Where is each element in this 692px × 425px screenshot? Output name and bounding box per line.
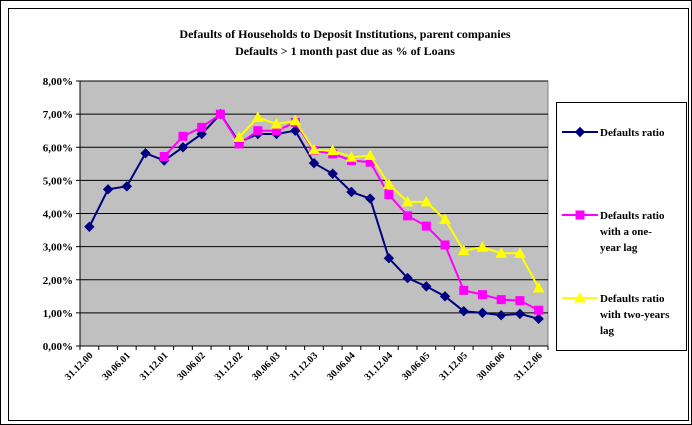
chart-subtitle: Defaults > 1 month past due as % of Loan… [235,44,455,58]
point [495,247,508,258]
legend-label: Defaults ratio with a one-year lag [600,210,665,254]
point [233,131,245,142]
point [345,151,358,162]
y-tick-label: 3,00% [43,242,73,254]
point [402,272,413,284]
point [251,111,264,122]
y-tick-label: 7,00% [43,109,73,121]
point [514,247,526,258]
point [420,195,433,207]
point [515,296,525,306]
y-tick-label: 6,00% [43,142,73,154]
point [459,285,469,295]
point [458,306,469,317]
point [421,281,432,292]
point [383,253,395,264]
point [440,240,450,250]
point [496,295,506,305]
y-tick-label: 1,00% [43,308,73,320]
point [383,178,395,189]
point [177,142,189,153]
point [384,190,394,200]
point [270,118,283,129]
legend-label: Defaults ratio with two-years lag [600,293,670,337]
point [439,291,451,302]
point [477,290,487,300]
point [364,193,376,204]
point [253,126,263,136]
point [457,244,470,256]
legend-marker [574,126,586,138]
legend-marker [575,210,585,220]
point [534,305,544,315]
point [533,313,544,325]
point [215,109,225,119]
point [495,309,507,321]
point [326,144,339,156]
point [84,221,95,232]
point [476,241,489,252]
point [532,282,545,293]
point [477,307,488,319]
point [178,131,188,141]
legend-label: Defaults ratio [600,127,665,139]
point [102,184,114,195]
y-tick-label: 5,00% [43,175,73,187]
point [289,114,302,126]
point [308,143,320,155]
point [140,148,151,159]
y-tick-label: 4,00% [43,209,73,221]
point [308,157,320,169]
y-tick-label: 2,00% [43,275,73,287]
legend-marker [574,291,586,303]
point [514,308,526,320]
point [439,213,451,224]
point [401,195,414,207]
legend-box [556,102,687,351]
y-tick-label: 0,00% [43,341,73,353]
point [364,149,377,161]
point [346,186,357,198]
point [327,168,338,179]
point [121,181,133,192]
point [403,211,413,221]
point [290,125,301,136]
point [197,122,207,132]
point [159,152,169,162]
chart-title: Defaults of Households to Deposit Instit… [179,27,510,41]
point [421,221,431,231]
y-tick-label: 8,00% [43,76,73,88]
